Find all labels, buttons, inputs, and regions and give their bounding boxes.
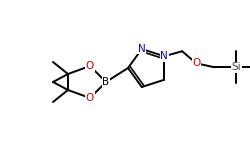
Text: Si: Si xyxy=(231,62,241,72)
Text: O: O xyxy=(86,61,94,71)
Text: N: N xyxy=(160,51,168,61)
Text: N: N xyxy=(138,44,146,54)
Text: O: O xyxy=(86,93,94,103)
Text: B: B xyxy=(102,77,110,87)
Text: O: O xyxy=(192,58,200,68)
